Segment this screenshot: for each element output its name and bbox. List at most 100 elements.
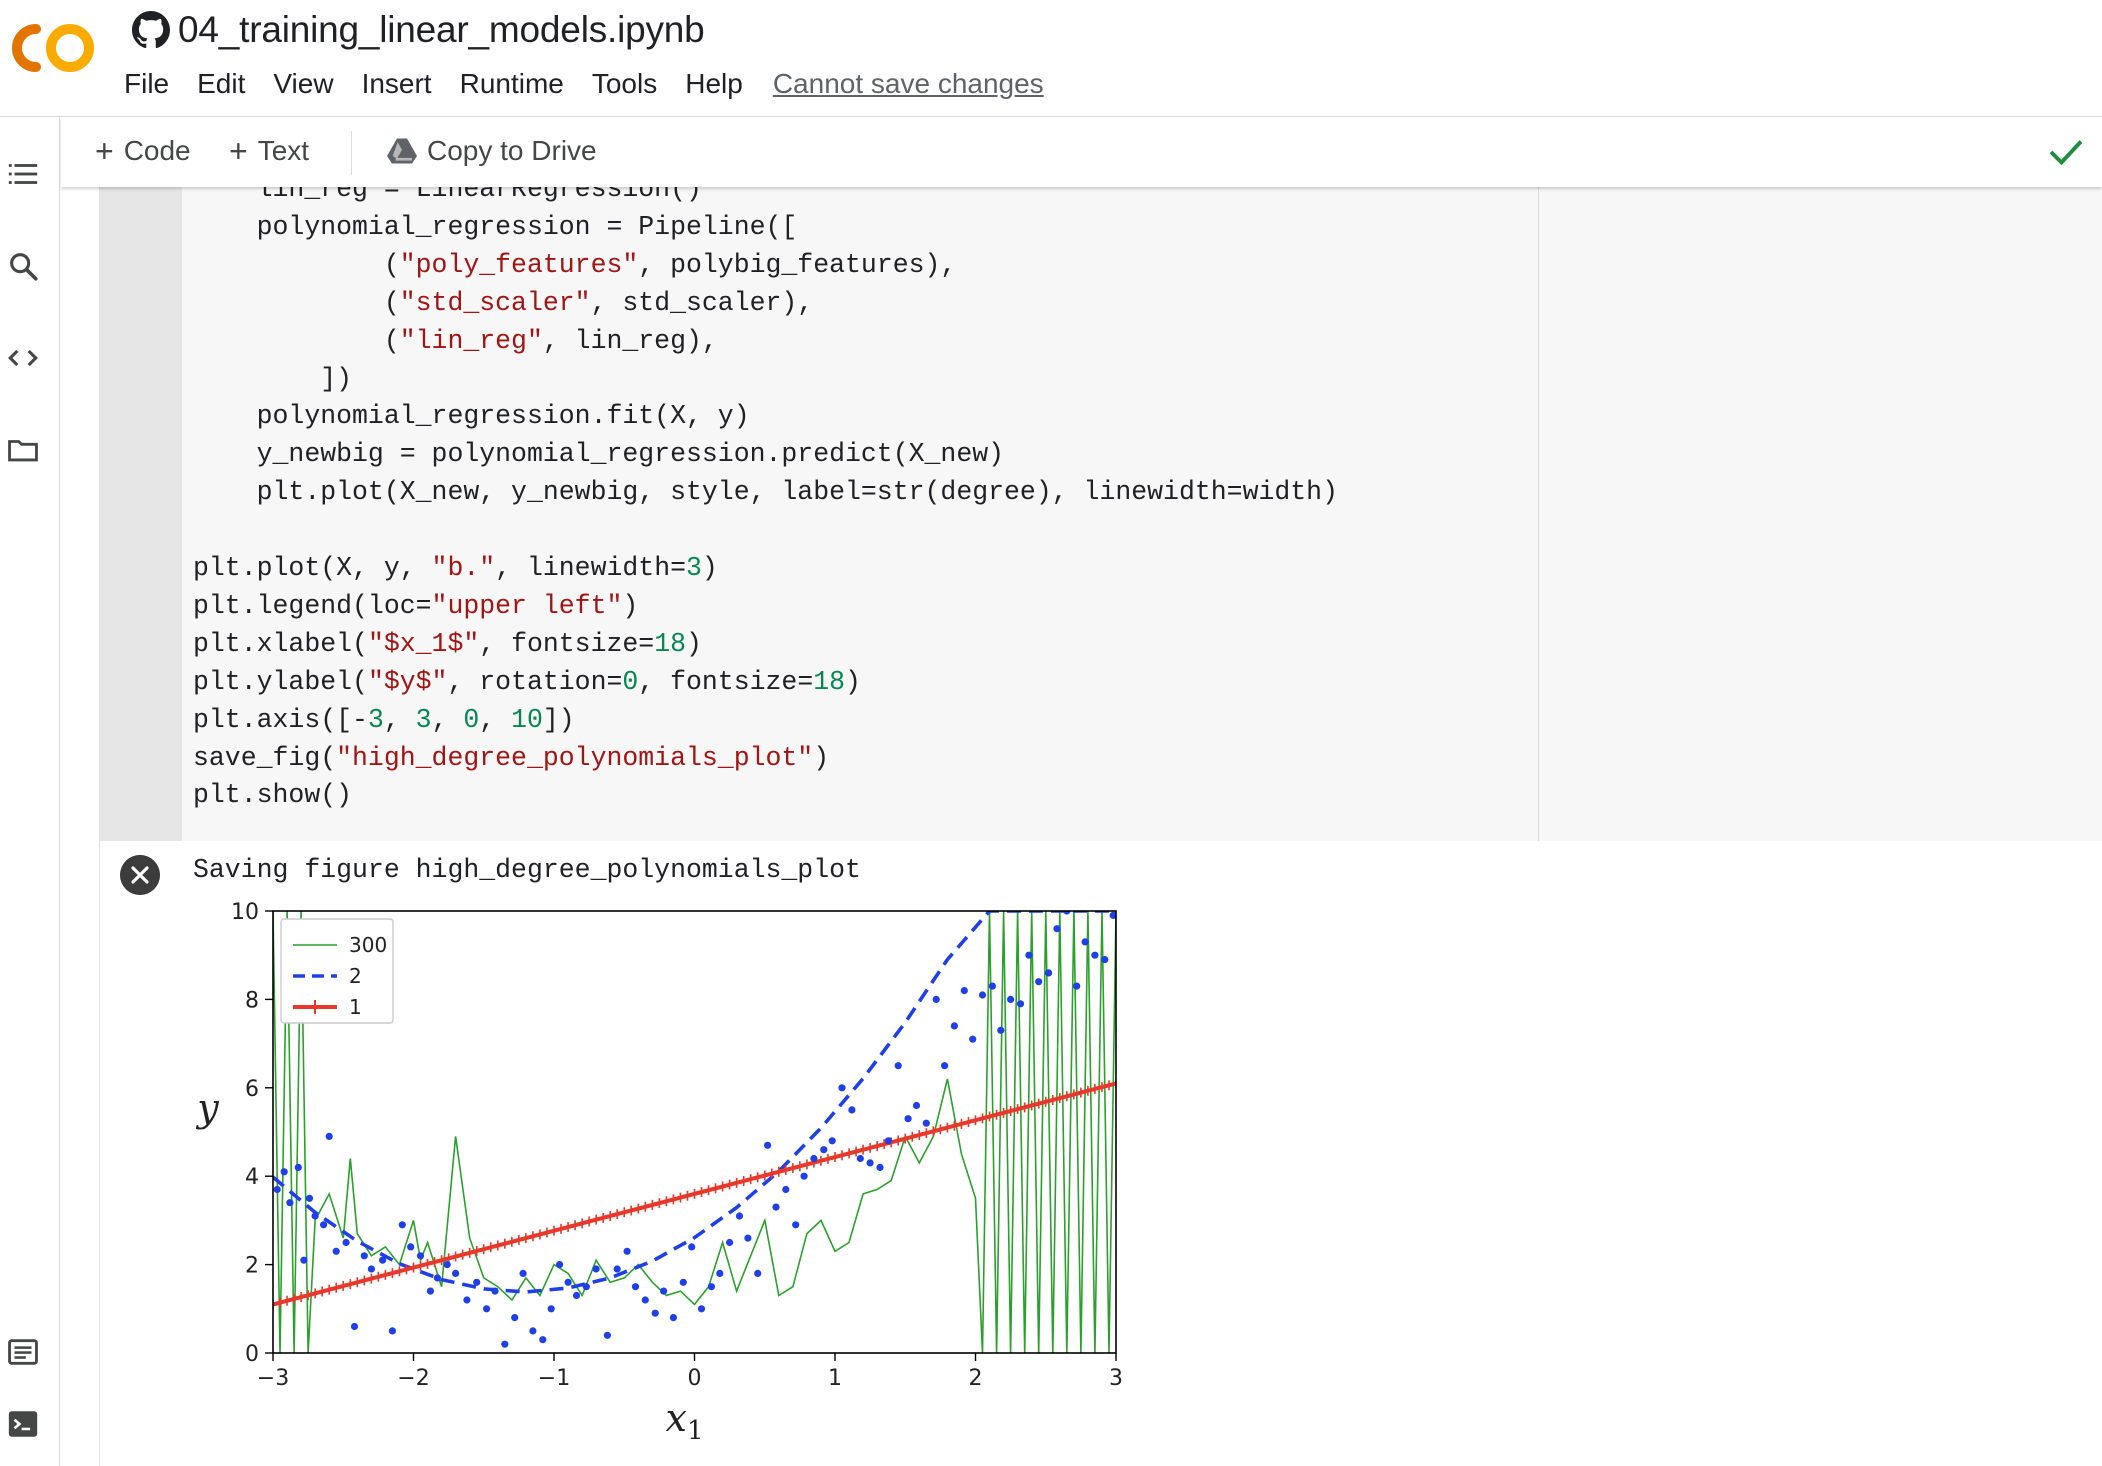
series-1-marker	[766, 1168, 777, 1179]
data-point	[660, 1287, 668, 1295]
series-1-marker	[317, 1286, 328, 1297]
line-length-ruler	[1538, 187, 1539, 841]
code-line[interactable]: ("std_scaler", std_scaler),	[193, 284, 813, 322]
series-1-marker	[724, 1179, 735, 1190]
github-icon[interactable]	[132, 11, 170, 49]
search-icon[interactable]	[6, 249, 40, 283]
data-point	[511, 1314, 519, 1322]
series-1-marker	[541, 1227, 552, 1238]
series-1-marker	[619, 1207, 630, 1218]
colab-logo-icon[interactable]	[8, 18, 100, 78]
files-icon[interactable]	[6, 433, 40, 467]
data-point	[669, 1314, 678, 1322]
data-point	[810, 1154, 818, 1163]
series-1-marker	[907, 1131, 918, 1142]
series-1-marker	[492, 1240, 503, 1251]
series-1-marker	[556, 1223, 567, 1234]
data-point	[651, 1309, 659, 1317]
code-line[interactable]: plt.legend(loc="upper left")	[193, 587, 638, 625]
series-1-marker	[956, 1118, 967, 1129]
data-point	[582, 1283, 590, 1291]
data-point	[426, 1287, 434, 1295]
code-line[interactable]: y_newbig = polynomial_regression.predict…	[193, 435, 1004, 473]
data-point	[866, 1159, 874, 1167]
y-tick-label: 8	[245, 988, 259, 1013]
data-point	[443, 1261, 451, 1269]
menu-file[interactable]: File	[124, 68, 170, 99]
code-line[interactable]: polynomial_regression = Pipeline([	[193, 208, 798, 246]
series-1-marker	[710, 1183, 721, 1194]
series-1-marker	[970, 1115, 981, 1126]
series-1-marker	[815, 1155, 826, 1166]
series-1-marker	[1111, 1078, 1116, 1089]
string-token: "lin_reg"	[399, 325, 543, 356]
data-point	[876, 1163, 884, 1171]
data-point	[941, 1062, 949, 1070]
copy-to-drive-label: Copy to Drive	[427, 135, 597, 166]
notebook-title[interactable]: 04_training_linear_models.ipynb	[178, 9, 705, 50]
series-300-line	[273, 911, 1116, 1353]
code-line[interactable]: plt.plot(X_new, y_newbig, style, label=s…	[193, 473, 1338, 511]
code-snippets-icon[interactable]	[6, 341, 40, 375]
y-tick-label: 2	[245, 1254, 259, 1279]
code-line[interactable]: ])	[193, 360, 352, 398]
code-line[interactable]: save_fig("high_degree_polynomials_plot")	[193, 739, 829, 777]
menu-tools[interactable]: Tools	[591, 68, 658, 99]
series-1-marker	[935, 1124, 946, 1135]
plus-icon: +	[95, 132, 114, 169]
code-token: , lin_reg),	[542, 325, 718, 356]
data-point	[286, 1199, 294, 1207]
code-line[interactable]: ("poly_features", polybig_features),	[193, 246, 957, 284]
code-line[interactable]: plt.plot(X, y, "b.", linewidth=3)	[193, 549, 718, 587]
menu-insert[interactable]: Insert	[361, 68, 432, 99]
x-tick-label: −2	[397, 1366, 429, 1391]
copy-to-drive-button[interactable]: Copy to Drive	[387, 129, 597, 173]
cell-output: Saving figure high_degree_polynomials_pl…	[100, 841, 2102, 1466]
y-tick-label: 0	[245, 1342, 259, 1367]
code-line[interactable]: plt.axis([-3, 3, 0, 10])	[193, 701, 575, 739]
code-line[interactable]: plt.xlabel("$x_1$", fontsize=18)	[193, 625, 702, 663]
data-point	[311, 1212, 319, 1220]
number-token: 18	[813, 666, 846, 697]
code-token: (	[193, 249, 400, 280]
menu-view[interactable]: View	[273, 68, 334, 99]
series-1-marker	[1019, 1102, 1030, 1113]
menu-help[interactable]: Help	[685, 68, 743, 99]
data-point	[764, 1141, 772, 1149]
add-text-label: Text	[257, 135, 310, 166]
series-1-marker	[373, 1271, 384, 1282]
table-of-contents-icon[interactable]	[6, 157, 40, 191]
data-point	[1035, 978, 1043, 986]
string-token: "upper left"	[431, 590, 623, 621]
series-1-marker	[745, 1174, 756, 1185]
clear-output-icon[interactable]	[120, 855, 160, 895]
code-cell[interactable]: lin_reg = LinearRegression() polynomial_…	[100, 187, 2102, 841]
data-point	[997, 1026, 1005, 1034]
data-point	[398, 1221, 406, 1229]
x-tick-label: −3	[257, 1366, 289, 1391]
series-1-marker	[513, 1234, 524, 1245]
series-1-marker	[675, 1192, 686, 1203]
data-point	[884, 1137, 893, 1145]
code-line[interactable]: plt.show()	[193, 776, 352, 814]
data-point	[716, 1269, 724, 1277]
add-code-button[interactable]: + Code	[95, 129, 191, 173]
code-token: save_fig(	[193, 742, 337, 773]
add-text-button[interactable]: + Text	[229, 129, 309, 173]
code-line[interactable]: ("lin_reg", lin_reg),	[193, 322, 718, 360]
series-1-marker	[977, 1113, 988, 1124]
code-line[interactable]: lin_reg = LinearRegression()	[193, 187, 702, 208]
code-line[interactable]: polynomial_regression.fit(X, y)	[193, 397, 750, 435]
code-line[interactable]: plt.ylabel("$y$", rotation=0, fontsize=1…	[193, 663, 861, 701]
string-token: "std_scaler"	[399, 287, 591, 318]
number-token: 3	[415, 704, 432, 735]
menu-runtime[interactable]: Runtime	[459, 68, 564, 99]
legend-marker-1	[308, 1000, 322, 1014]
connected-check-icon[interactable]	[2048, 137, 2084, 167]
data-point	[603, 1331, 611, 1339]
terminal-icon[interactable]	[6, 1407, 40, 1441]
series-1-marker	[822, 1153, 833, 1164]
command-palette-icon[interactable]	[6, 1335, 40, 1369]
cannot-save-link[interactable]: Cannot save changes	[772, 68, 1044, 99]
menu-edit[interactable]: Edit	[197, 68, 246, 99]
